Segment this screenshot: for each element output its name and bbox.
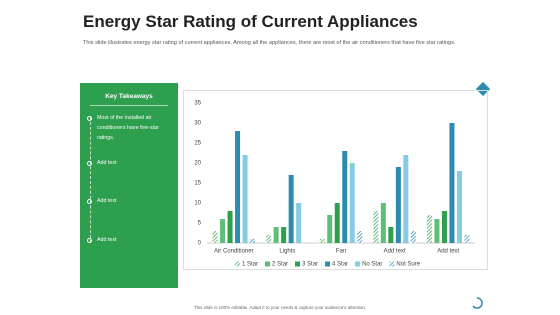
bar	[380, 203, 386, 243]
takeaway: Most of the installed air conditioners h…	[97, 115, 159, 141]
bar	[349, 163, 355, 243]
legend-swatch	[235, 261, 240, 267]
legend-label: Not Sure	[396, 262, 420, 268]
y-tick-label: 35	[194, 101, 201, 107]
legend-swatch	[389, 261, 395, 267]
bar	[410, 231, 416, 243]
bar	[250, 239, 256, 243]
bar	[342, 151, 348, 243]
y-tick-label: 0	[198, 241, 202, 247]
bar	[319, 239, 325, 243]
bullet	[87, 116, 92, 121]
y-tick-label: 25	[194, 141, 201, 147]
footer: This slide is 100% editable. Adapt it to…	[193, 305, 367, 310]
y-tick-label: 10	[194, 201, 201, 207]
y-tick-label: 15	[194, 181, 201, 187]
diamond-icon	[475, 81, 491, 97]
bar	[373, 211, 379, 243]
bar	[334, 203, 340, 243]
takeaway: Add text	[97, 237, 117, 243]
y-tick-label: 30	[194, 121, 201, 127]
legend-label: 4 Star	[332, 262, 348, 268]
y-tick-label: 5	[198, 221, 202, 227]
y-tick-label: 20	[194, 161, 201, 167]
bar	[281, 227, 287, 243]
loader-icon	[472, 297, 483, 309]
panel-heading: Key Takeaways	[90, 89, 168, 106]
bar	[464, 235, 470, 243]
bar	[273, 227, 279, 243]
bar	[296, 203, 302, 243]
legend-label: 1 Star	[242, 262, 258, 268]
bullet	[87, 161, 92, 166]
bar	[242, 155, 248, 243]
legend-swatch	[355, 261, 361, 267]
legend-label: No Star	[362, 262, 382, 268]
legend-swatch	[325, 261, 331, 267]
legend-label: 2 Star	[272, 262, 288, 268]
bar	[327, 215, 333, 243]
bar	[235, 131, 241, 243]
bar	[357, 231, 363, 243]
timeline	[89, 117, 91, 243]
bar	[212, 231, 218, 243]
legend-swatch	[295, 261, 301, 267]
bar	[220, 219, 226, 243]
subtitle: This slide illustrates energy star ratin…	[83, 40, 456, 46]
takeaways-panel: Key Takeaways Most of the installed air …	[80, 83, 178, 288]
bar	[388, 227, 394, 243]
bar	[449, 123, 455, 243]
bar	[426, 215, 432, 243]
x-tick-label: Fan	[336, 249, 346, 255]
bullet	[87, 199, 92, 204]
chart: 0 5 10 15 20 25 30 35 Air Conditioner Lights Fan Ad…	[194, 101, 475, 268]
x-tick-label: Add text	[437, 249, 459, 255]
bar	[288, 175, 294, 243]
x-tick-label: Air Conditioner	[214, 249, 254, 255]
x-tick-label: Add text	[384, 249, 406, 255]
title: Energy Star Rating of Current Appliances	[83, 12, 418, 31]
takeaway: Add text	[97, 160, 117, 166]
bullet	[87, 238, 92, 243]
chart-frame	[183, 90, 488, 270]
bar	[456, 171, 462, 243]
bar	[434, 219, 440, 243]
legend-swatch	[265, 261, 271, 267]
bar	[266, 235, 272, 243]
bar	[395, 167, 401, 243]
legend-label: 3 Star	[302, 262, 318, 268]
takeaway: Add text	[97, 198, 117, 204]
bar	[403, 155, 409, 243]
bar	[227, 211, 233, 243]
x-tick-label: Lights	[279, 249, 295, 255]
bar	[441, 211, 447, 243]
